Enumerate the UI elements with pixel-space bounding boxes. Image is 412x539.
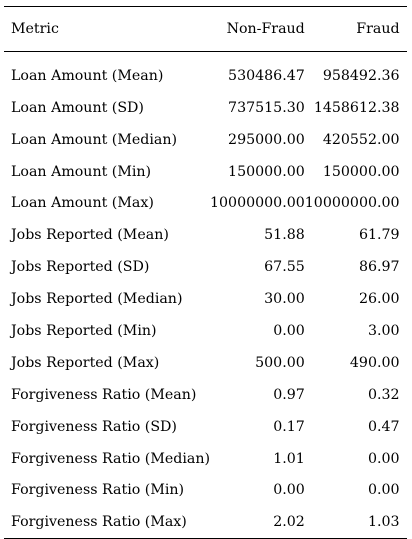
cell-fraud: 0.32 <box>367 386 400 403</box>
cell-metric: Jobs Reported (Mean) <box>11 227 169 244</box>
cell-fraud: 490.00 <box>349 354 400 371</box>
cell-fraud: 150000.00 <box>322 163 400 180</box>
cell-non-fraud: 67.55 <box>264 259 305 276</box>
statistics-table: Metric Non-Fraud Fraud Loan Amount (Mean… <box>4 6 407 539</box>
table-row: Loan Amount (SD) 737515.30 1458612.38 <box>4 92 407 124</box>
table-row: Jobs Reported (Mean) 51.88 61.79 <box>4 219 407 251</box>
cell-non-fraud: 1.01 <box>273 450 305 467</box>
cell-non-fraud: 737515.30 <box>228 99 305 116</box>
cell-fraud: 420552.00 <box>322 131 400 148</box>
cell-non-fraud: 2.02 <box>273 514 305 531</box>
cell-metric: Loan Amount (SD) <box>11 99 144 116</box>
header-non-fraud: Non-Fraud <box>226 20 305 37</box>
cell-non-fraud: 150000.00 <box>228 163 305 180</box>
cell-metric: Jobs Reported (SD) <box>11 259 150 276</box>
table-header-row: Metric Non-Fraud Fraud <box>4 6 407 52</box>
cell-non-fraud: 0.17 <box>273 418 305 435</box>
table-row: Forgiveness Ratio (Median) 1.01 0.00 <box>4 443 407 475</box>
cell-non-fraud: 295000.00 <box>228 131 305 148</box>
table-row: Jobs Reported (Min) 0.00 3.00 <box>4 315 407 347</box>
table-row: Jobs Reported (SD) 67.55 86.97 <box>4 251 407 283</box>
table-row: Jobs Reported (Max) 500.00 490.00 <box>4 347 407 379</box>
cell-metric: Forgiveness Ratio (Max) <box>11 514 187 531</box>
statistics-table-container: Metric Non-Fraud Fraud Loan Amount (Mean… <box>4 6 407 539</box>
table-row: Jobs Reported (Median) 30.00 26.00 <box>4 283 407 315</box>
cell-fraud: 10000000.00 <box>304 195 400 212</box>
cell-non-fraud: 500.00 <box>255 354 305 371</box>
table-row: Forgiveness Ratio (Mean) 0.97 0.32 <box>4 379 407 411</box>
cell-metric: Forgiveness Ratio (SD) <box>11 418 177 435</box>
cell-non-fraud: 10000000.00 <box>210 195 305 212</box>
cell-non-fraud: 0.00 <box>273 482 305 499</box>
cell-fraud: 26.00 <box>358 291 400 308</box>
header-metric: Metric <box>11 20 59 37</box>
cell-fraud: 61.79 <box>358 227 400 244</box>
cell-metric: Jobs Reported (Min) <box>11 322 157 339</box>
cell-fraud: 1458612.38 <box>313 99 400 116</box>
cell-fraud: 0.47 <box>367 418 400 435</box>
header-fraud: Fraud <box>356 20 400 37</box>
table-row: Loan Amount (Min) 150000.00 150000.00 <box>4 156 407 188</box>
cell-metric: Forgiveness Ratio (Min) <box>11 482 185 499</box>
table-row: Loan Amount (Median) 295000.00 420552.00 <box>4 124 407 156</box>
cell-metric: Jobs Reported (Median) <box>11 291 183 308</box>
cell-non-fraud: 30.00 <box>264 291 305 308</box>
cell-metric: Loan Amount (Mean) <box>11 67 164 84</box>
table-row: Forgiveness Ratio (SD) 0.17 0.47 <box>4 411 407 443</box>
cell-fraud: 86.97 <box>358 259 400 276</box>
cell-non-fraud: 0.97 <box>273 386 305 403</box>
table-row: Loan Amount (Mean) 530486.47 958492.36 <box>4 52 407 92</box>
table-row: Forgiveness Ratio (Min) 0.00 0.00 <box>4 475 407 507</box>
cell-metric: Jobs Reported (Max) <box>11 354 160 371</box>
cell-metric: Loan Amount (Max) <box>11 195 154 212</box>
table-row: Loan Amount (Max) 10000000.00 10000000.00 <box>4 188 407 220</box>
cell-fraud: 0.00 <box>367 482 400 499</box>
cell-fraud: 3.00 <box>367 322 400 339</box>
cell-fraud: 958492.36 <box>322 67 400 84</box>
cell-fraud: 0.00 <box>367 450 400 467</box>
table-row: Forgiveness Ratio (Max) 2.02 1.03 <box>4 506 407 539</box>
cell-non-fraud: 51.88 <box>264 227 305 244</box>
cell-non-fraud: 530486.47 <box>228 67 305 84</box>
cell-metric: Forgiveness Ratio (Mean) <box>11 386 197 403</box>
cell-non-fraud: 0.00 <box>273 322 305 339</box>
table-body: Loan Amount (Mean) 530486.47 958492.36 Loan… <box>4 52 407 539</box>
cell-fraud: 1.03 <box>367 514 400 531</box>
cell-metric: Forgiveness Ratio (Median) <box>11 450 210 467</box>
cell-metric: Loan Amount (Min) <box>11 163 152 180</box>
cell-metric: Loan Amount (Median) <box>11 131 178 148</box>
